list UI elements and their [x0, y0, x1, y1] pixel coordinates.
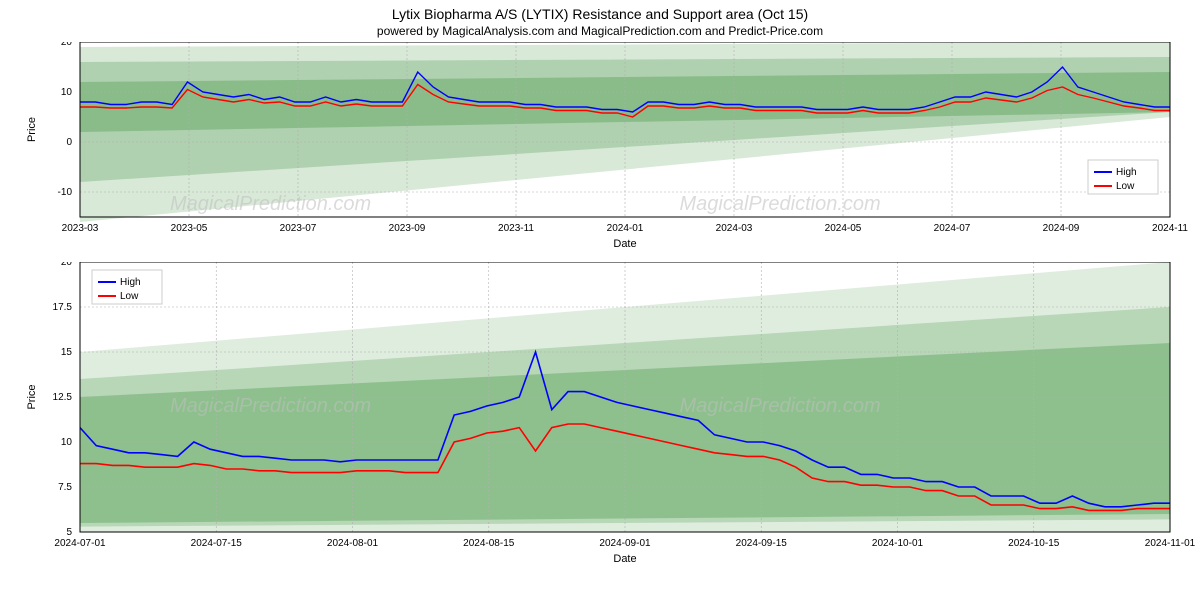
x-tick-label: 2023-09 [389, 223, 426, 234]
x-tick-label: 2024-07 [934, 223, 971, 234]
y-tick-label: 20 [61, 42, 73, 48]
legend: High Low [1088, 160, 1158, 194]
x-tick-label: 2023-03 [62, 223, 99, 234]
y-tick-label: 20 [61, 262, 73, 268]
watermark: MagicalPrediction.com [680, 395, 881, 417]
x-tick-label: 2024-09-15 [736, 538, 788, 549]
y-tick-label: 15 [61, 347, 73, 358]
chart-subtitle: powered by MagicalAnalysis.com and Magic… [0, 24, 1200, 38]
y-tick-label: 0 [66, 137, 72, 148]
x-tick-label: 2024-10-15 [1008, 538, 1060, 549]
x-axis-label: Date [613, 238, 636, 250]
legend-label: Low [120, 291, 139, 302]
x-tick-label: 2023-11 [498, 223, 534, 234]
watermark: MagicalPrediction.com [170, 193, 371, 215]
y-tick-label: 12.5 [53, 392, 73, 403]
legend: High Low [92, 270, 162, 304]
x-tick-label: 2024-05 [825, 223, 862, 234]
x-tick-label: 2024-11-01 [1145, 538, 1196, 549]
y-tick-label: 10 [61, 87, 73, 98]
x-tick-label: 2024-09 [1043, 223, 1080, 234]
x-tick-label: 2024-11 [1152, 223, 1188, 234]
y-axis-label: Price [26, 117, 38, 142]
legend-label: High [120, 277, 141, 288]
y-tick-label: 17.5 [53, 302, 73, 313]
x-tick-label: 2024-03 [716, 223, 753, 234]
watermark: MagicalPrediction.com [170, 395, 371, 417]
x-tick-label: 2024-10-01 [872, 538, 924, 549]
top-chart: -10 0 10 20 2023-03 2023-05 2023-07 2023-09 2023… [0, 42, 1200, 262]
y-axis-label: Price [26, 384, 38, 409]
y-tick-label: 5 [66, 527, 72, 538]
y-tick-label: 10 [61, 437, 73, 448]
x-tick-label: 2023-07 [280, 223, 317, 234]
watermark: MagicalPrediction.com [680, 193, 881, 215]
x-tick-label: 2024-09-01 [599, 538, 651, 549]
legend-label: High [1116, 167, 1137, 178]
x-tick-label: 2024-01 [607, 223, 644, 234]
y-tick-label: 7.5 [58, 482, 72, 493]
bottom-chart: 5 7.5 10 12.5 15 17.5 20 2024-07-01 2024-07-15 20… [0, 262, 1200, 582]
x-tick-label: 2024-08-01 [327, 538, 379, 549]
x-tick-label: 2024-07-01 [54, 538, 106, 549]
legend-label: Low [1116, 181, 1135, 192]
x-tick-label: 2024-08-15 [463, 538, 515, 549]
x-tick-label: 2024-07-15 [191, 538, 243, 549]
chart-title: Lytix Biopharma A/S (LYTIX) Resistance a… [0, 6, 1200, 22]
x-axis-label: Date [613, 553, 636, 565]
y-tick-label: -10 [58, 187, 73, 198]
x-tick-label: 2023-05 [171, 223, 208, 234]
